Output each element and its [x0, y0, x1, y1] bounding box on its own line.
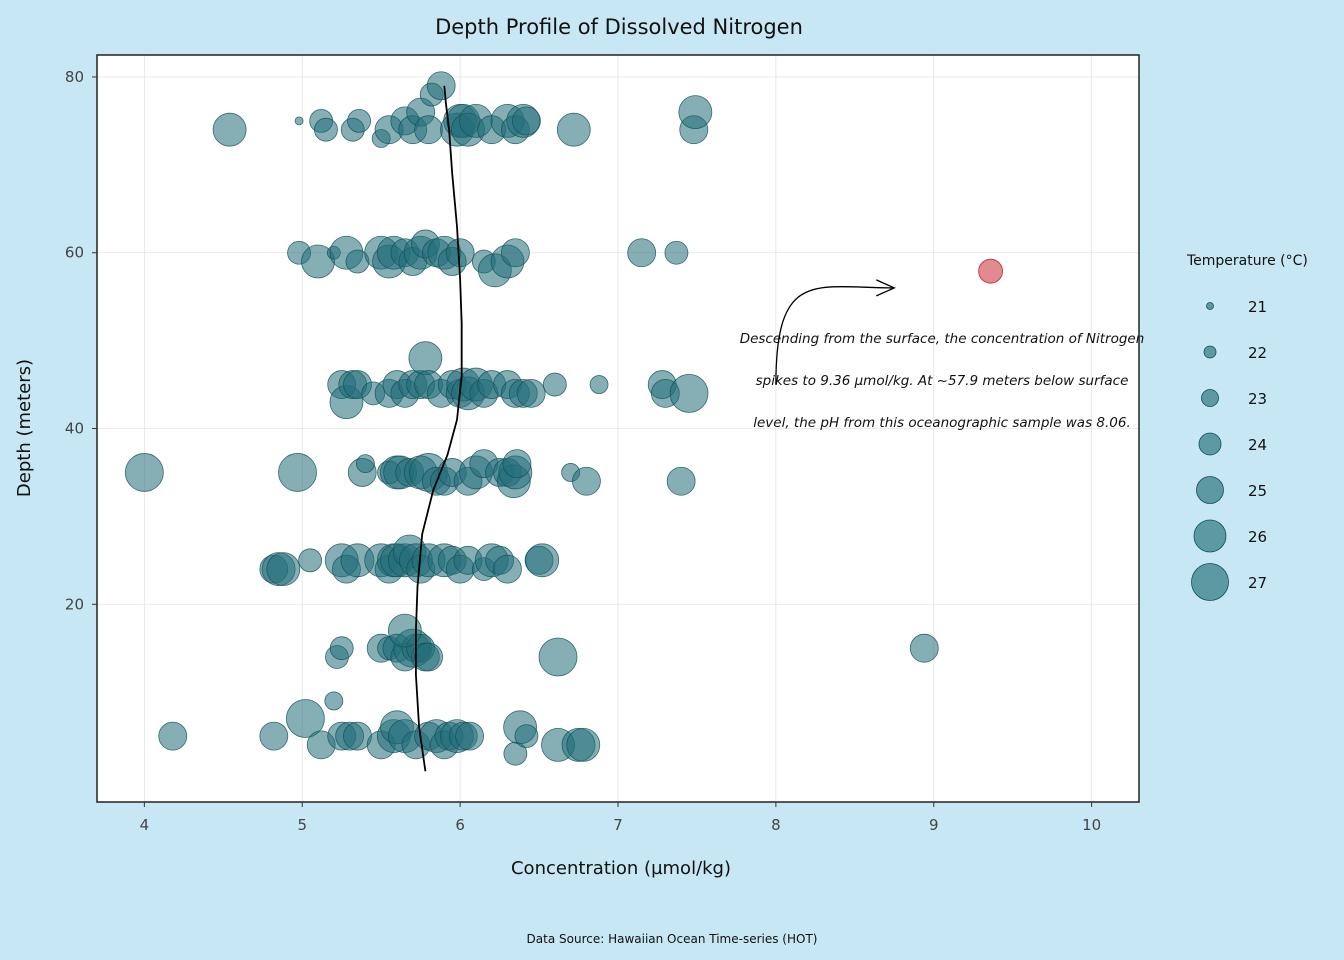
data-point [387, 613, 422, 648]
legend-key [1201, 389, 1219, 407]
y-tick-label: 20 [65, 595, 84, 613]
legend-label: 25 [1248, 482, 1267, 500]
x-tick-label: 6 [455, 816, 465, 834]
data-point [669, 373, 709, 413]
data-point [589, 375, 609, 394]
data-point [678, 95, 713, 130]
data-point [502, 449, 532, 479]
x-tick-label: 4 [140, 816, 150, 834]
data-point [355, 454, 375, 474]
legend-title: Temperature (°C) [1186, 253, 1308, 269]
legend-key [1196, 476, 1224, 504]
data-point [566, 727, 601, 762]
annotation-line: level, the pH from this oceanographic sa… [753, 415, 1131, 431]
data-point [298, 548, 323, 573]
data-point [329, 636, 354, 661]
annotation-line: Descending from the surface, the concent… [740, 331, 1145, 347]
legend: Temperature (°C) 21 22 23 24 25 26 27 [1186, 253, 1308, 601]
x-tick-label: 7 [613, 816, 623, 834]
x-tick-label: 10 [1082, 816, 1101, 834]
axis-ticks: 4 5 6 7 8 9 10 20 40 60 80 [65, 68, 1101, 834]
legend-label: 23 [1248, 390, 1267, 408]
grid-lines [97, 55, 1139, 802]
trend-line [415, 85, 463, 772]
data-point [664, 240, 689, 265]
data-point [158, 721, 188, 751]
legend-key [1191, 563, 1229, 601]
chart-title: Depth Profile of Dissolved Nitrogen [435, 15, 803, 39]
legend-key [1206, 302, 1214, 310]
arrow-head [876, 279, 896, 297]
annotation-layer: Descending from the surface, the concent… [740, 279, 1145, 431]
data-point [414, 642, 443, 672]
data-point [538, 637, 578, 677]
data-point [500, 238, 530, 268]
data-point [426, 71, 456, 101]
legend-key [1203, 345, 1217, 359]
y-axis-label: Depth (meters) [14, 359, 35, 497]
data-point [514, 724, 539, 748]
trend-line-layer [415, 85, 463, 772]
data-point [266, 552, 301, 587]
legend-key [1193, 519, 1227, 553]
data-point [324, 691, 344, 711]
data-point [512, 106, 541, 136]
data-point [909, 633, 939, 663]
data-point [278, 453, 317, 492]
data-point [493, 554, 522, 584]
data-point [414, 115, 443, 145]
data-point [285, 699, 325, 738]
data-point [314, 117, 338, 142]
x-tick-label: 9 [929, 816, 939, 834]
legend-label: 24 [1248, 436, 1267, 454]
data-point [259, 721, 289, 751]
x-axis-label: Concentration (µmol/kg) [511, 858, 731, 879]
data-point [627, 238, 657, 268]
data-point [212, 112, 247, 147]
data-point [525, 543, 560, 578]
x-tick-label: 8 [771, 816, 781, 834]
data-point [455, 721, 484, 751]
data-point [542, 372, 567, 397]
y-tick-label: 80 [65, 68, 84, 86]
data-point [445, 238, 475, 268]
legend-label: 22 [1248, 344, 1267, 362]
caption: Data Source: Hawaiian Ocean Time-series … [527, 932, 818, 946]
legend-key [1198, 432, 1222, 456]
data-point [572, 466, 601, 496]
legend-label: 21 [1248, 298, 1267, 316]
y-tick-label: 60 [65, 244, 84, 262]
data-point [124, 453, 164, 492]
annotation-arrow [775, 285, 895, 385]
legend-label: 26 [1248, 528, 1267, 546]
data-point [516, 378, 546, 408]
data-point [408, 341, 443, 376]
x-tick-label: 5 [297, 816, 307, 834]
data-point [294, 116, 304, 126]
data-point [347, 109, 371, 133]
legend-label: 27 [1248, 574, 1267, 592]
annotation-line: spikes to 9.36 µmol/kg. At ~57.9 meters … [756, 373, 1129, 389]
y-tick-label: 40 [65, 420, 84, 438]
data-point [556, 112, 591, 147]
highlight-point [978, 258, 1003, 284]
data-point [666, 466, 696, 496]
